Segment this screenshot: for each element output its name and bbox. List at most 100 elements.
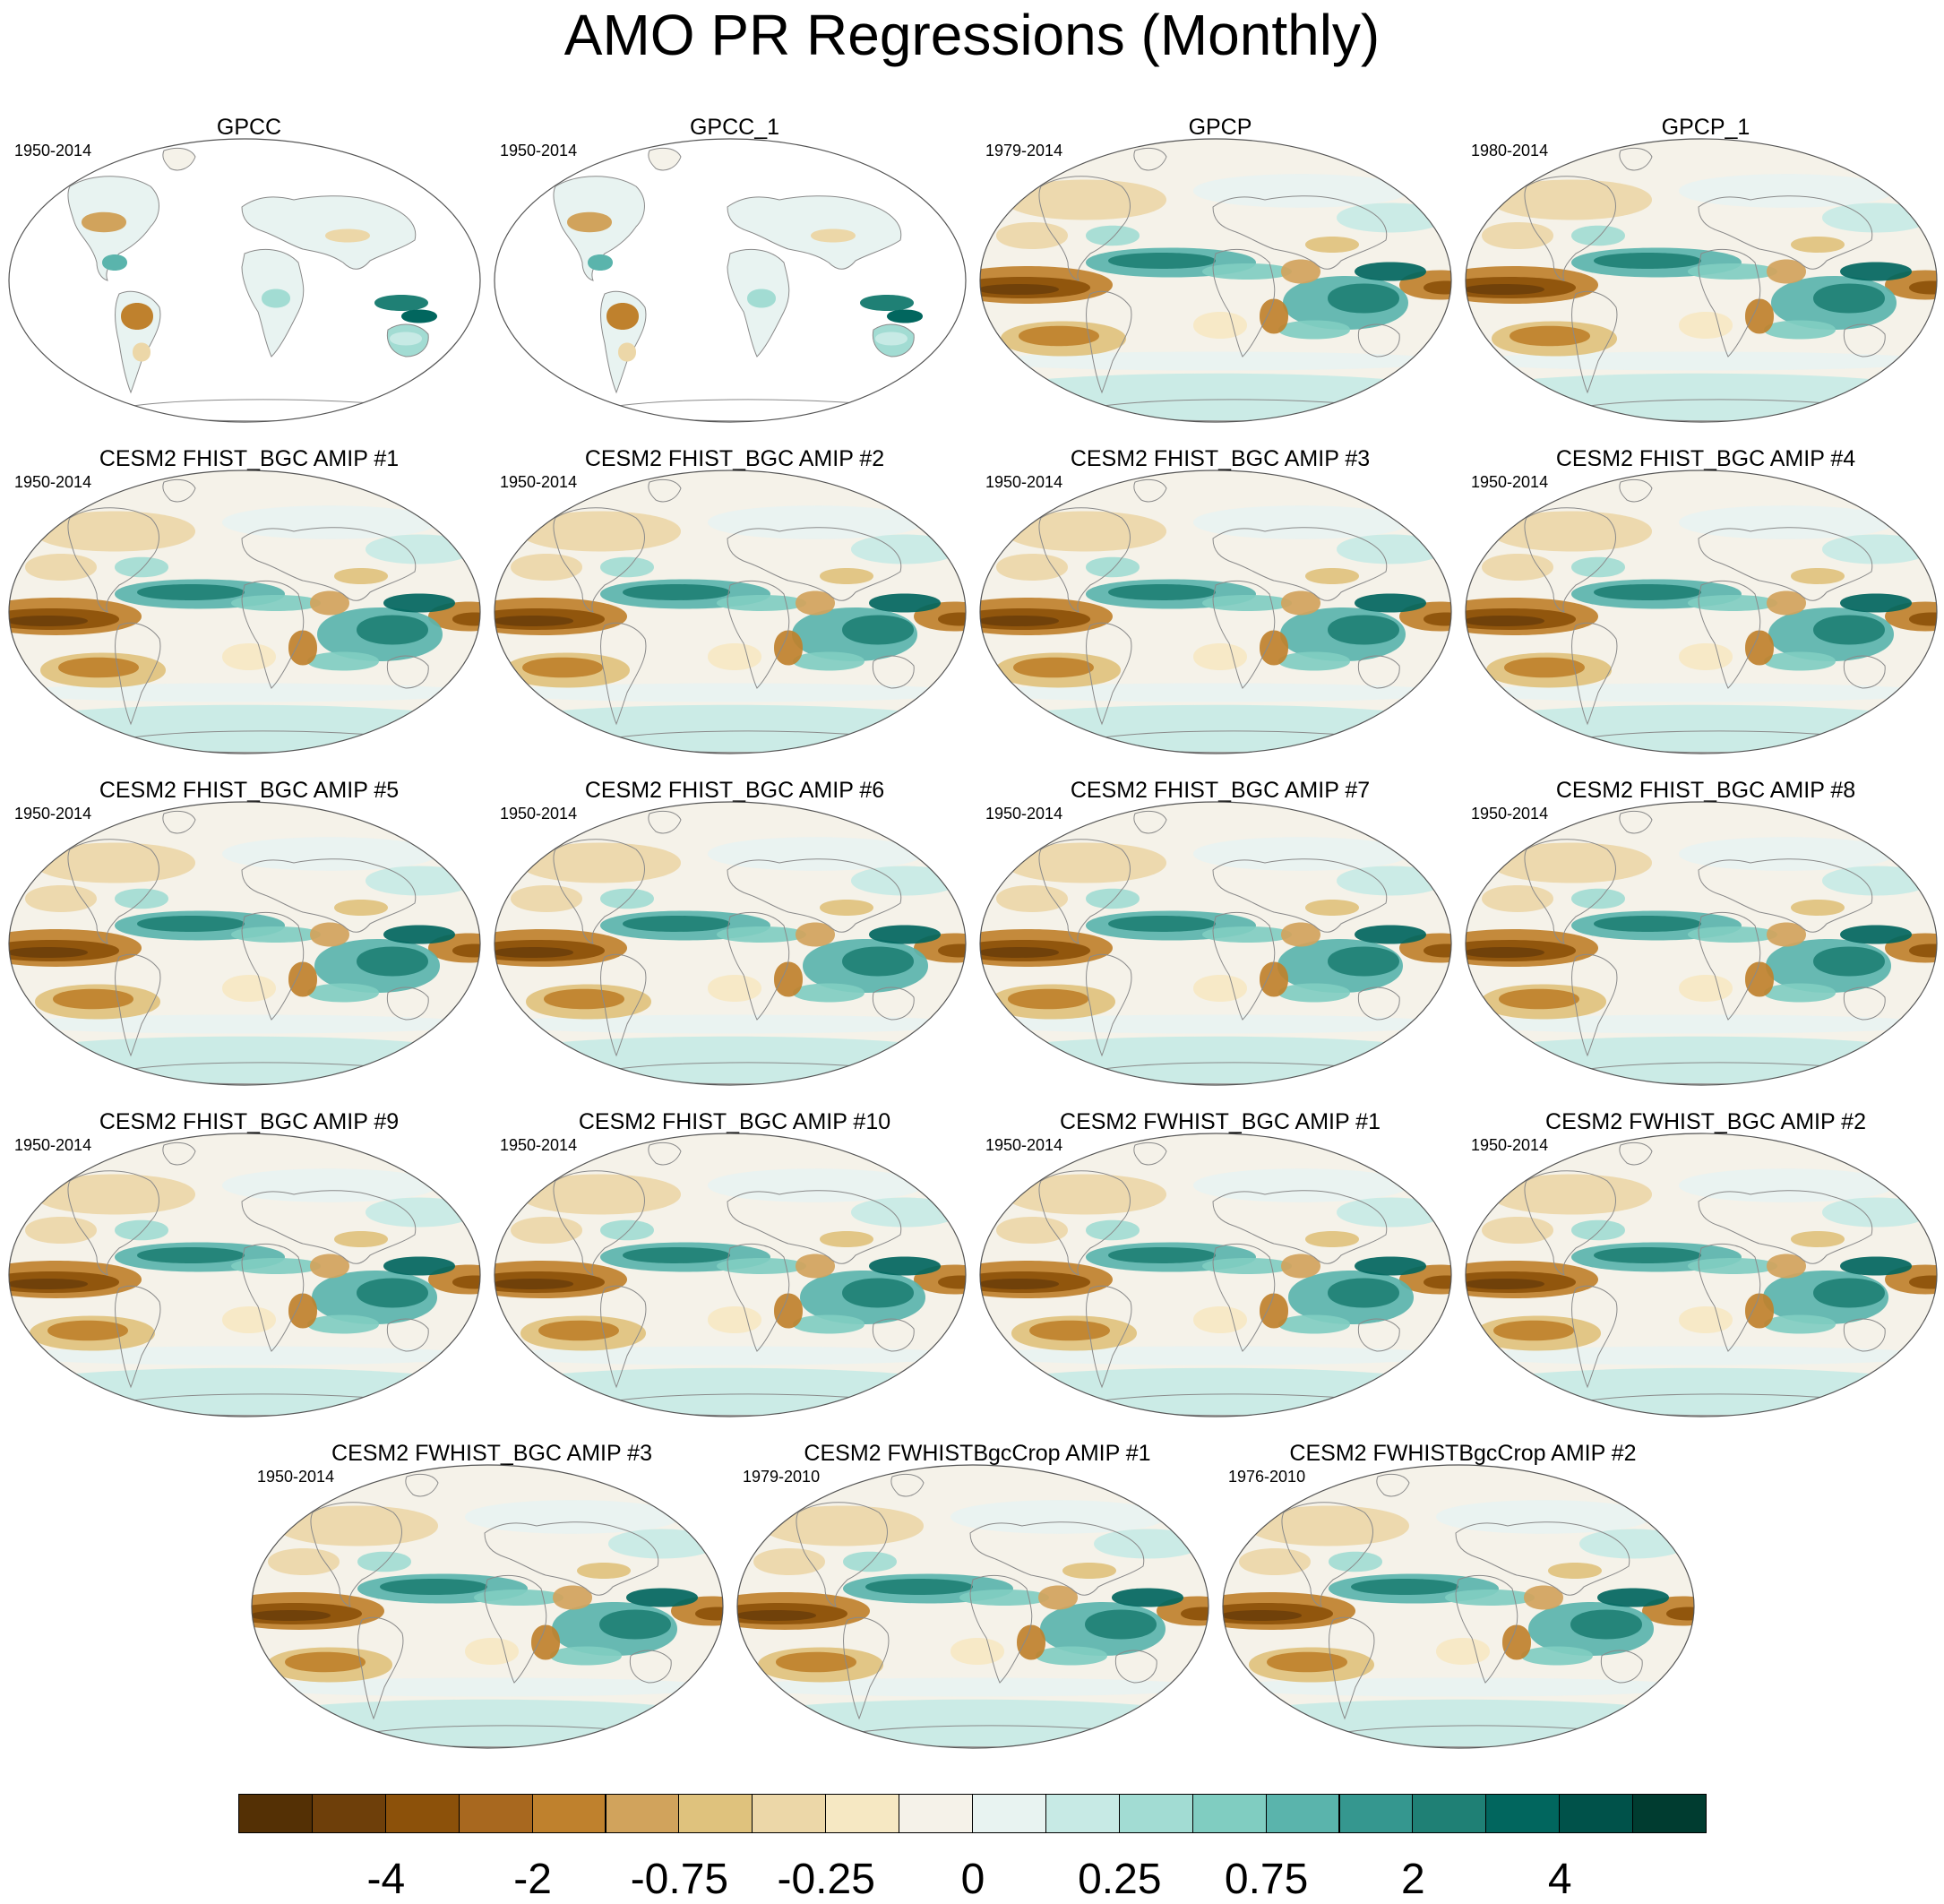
colorbar-box <box>384 1794 460 1833</box>
map-panel: CESM2 FHIST_BGC AMIP #8 1950-2014 <box>1464 778 1944 1087</box>
panel-title: CESM2 FWHIST_BGC AMIP #2 <box>1545 1109 1866 1134</box>
panel-title: CESM2 FHIST_BGC AMIP #9 <box>99 1109 400 1134</box>
panel-period: 1950-2014 <box>985 473 1063 491</box>
colorbar-tick-label: -2 <box>513 1856 552 1903</box>
panel-period: 1950-2014 <box>14 473 92 491</box>
map-panel: CESM2 FHIST_BGC AMIP #4 1950-2014 <box>1464 446 1944 755</box>
panel-title: CESM2 FHIST_BGC AMIP #5 <box>99 778 400 803</box>
panel-title: CESM2 FHIST_BGC AMIP #3 <box>1070 446 1371 471</box>
panel-period: 1950-2014 <box>14 805 92 823</box>
regression-map <box>1465 801 1938 1086</box>
colorbar-box <box>1045 1794 1120 1833</box>
regression-map <box>8 801 481 1086</box>
panel-title: GPCP <box>1188 115 1252 140</box>
colorbar-box <box>238 1794 313 1833</box>
regression-map <box>8 1133 481 1417</box>
panel-title: CESM2 FHIST_BGC AMIP #10 <box>578 1109 891 1134</box>
panel-period: 1950-2014 <box>500 1136 578 1154</box>
map-panel: CESM2 FHIST_BGC AMIP #1 1950-2014 <box>7 446 491 755</box>
map-panel: CESM2 FHIST_BGC AMIP #2 1950-2014 <box>493 446 976 755</box>
regression-map <box>494 470 967 754</box>
regression-map <box>8 470 481 754</box>
regression-map <box>1222 1464 1695 1749</box>
regression-map <box>494 138 967 423</box>
map-panel: CESM2 FHIST_BGC AMIP #7 1950-2014 <box>978 778 1462 1087</box>
colorbar-box <box>1412 1794 1487 1833</box>
colorbar-tick-label: 2 <box>1401 1856 1425 1903</box>
panel-period: 1979-2010 <box>743 1468 821 1486</box>
colorbar-box <box>531 1794 606 1833</box>
panel-title: CESM2 FHIST_BGC AMIP #6 <box>584 778 885 803</box>
colorbar-box <box>311 1794 386 1833</box>
regression-map <box>979 138 1452 423</box>
map-panel: CESM2 FHIST_BGC AMIP #6 1950-2014 <box>493 778 976 1087</box>
panel-period: 1980-2014 <box>1471 142 1549 159</box>
panel-title: CESM2 FWHISTBgcCrop AMIP #1 <box>804 1441 1151 1466</box>
map-panel: GPCC 1950-2014 <box>7 115 491 424</box>
regression-map <box>8 138 481 423</box>
panel-title: GPCC_1 <box>689 115 780 140</box>
colorbar <box>238 1794 1707 1833</box>
panel-period: 1976-2010 <box>1228 1468 1306 1486</box>
map-panel: CESM2 FWHIST_BGC AMIP #2 1950-2014 <box>1464 1109 1944 1418</box>
map-panel: CESM2 FHIST_BGC AMIP #3 1950-2014 <box>978 446 1462 755</box>
regression-map <box>979 470 1452 754</box>
colorbar-box <box>1632 1794 1707 1833</box>
panel-period: 1950-2014 <box>257 1468 335 1486</box>
panel-period: 1950-2014 <box>500 142 578 159</box>
colorbar-tick-label: 0.25 <box>1078 1856 1162 1903</box>
panel-period: 1950-2014 <box>14 142 92 159</box>
map-panel: CESM2 FWHIST_BGC AMIP #1 1950-2014 <box>978 1109 1462 1418</box>
panel-period: 1950-2014 <box>985 1136 1063 1154</box>
panel-title: GPCP_1 <box>1661 115 1750 140</box>
colorbar-box <box>1265 1794 1340 1833</box>
panel-title: CESM2 FHIST_BGC AMIP #8 <box>1555 778 1856 803</box>
map-panel: GPCP 1979-2014 <box>978 115 1462 424</box>
regression-map <box>1465 138 1938 423</box>
colorbar-tick-label: -0.25 <box>777 1856 875 1903</box>
map-panel: GPCP_1 1980-2014 <box>1464 115 1944 424</box>
regression-map <box>1465 470 1938 754</box>
page-title: AMO PR Regressions (Monthly) <box>563 3 1381 67</box>
map-panel: CESM2 FWHISTBgcCrop AMIP #1 1979-2010 <box>735 1441 1219 1750</box>
colorbar-tick-label: 0.75 <box>1224 1856 1309 1903</box>
colorbar-box <box>1118 1794 1193 1833</box>
panel-title: CESM2 FWHISTBgcCrop AMIP #2 <box>1289 1441 1637 1466</box>
map-panel: CESM2 FWHISTBgcCrop AMIP #2 1976-2010 <box>1221 1441 1705 1750</box>
panel-period: 1950-2014 <box>1471 1136 1549 1154</box>
colorbar-box <box>899 1794 973 1833</box>
regression-map <box>251 1464 724 1749</box>
colorbar-box <box>1559 1794 1634 1833</box>
colorbar-box <box>752 1794 827 1833</box>
panel-period: 1950-2014 <box>14 1136 92 1154</box>
colorbar-box <box>1338 1794 1414 1833</box>
panel-title: CESM2 FHIST_BGC AMIP #7 <box>1070 778 1371 803</box>
colorbar-box <box>605 1794 680 1833</box>
map-panel: CESM2 FHIST_BGC AMIP #10 1950-2014 <box>493 1109 976 1418</box>
panel-period: 1950-2014 <box>500 473 578 491</box>
colorbar-box <box>678 1794 753 1833</box>
colorbar-box <box>1485 1794 1561 1833</box>
panel-title: CESM2 FWHIST_BGC AMIP #3 <box>331 1441 652 1466</box>
colorbar-box <box>1191 1794 1267 1833</box>
map-panel: GPCC_1 1950-2014 <box>493 115 976 424</box>
regression-map <box>494 1133 967 1417</box>
colorbar-box <box>825 1794 900 1833</box>
colorbar-tick-label: -4 <box>366 1856 406 1903</box>
colorbar-box <box>458 1794 533 1833</box>
panel-title: GPCC <box>216 115 282 140</box>
panel-period: 1950-2014 <box>1471 805 1549 823</box>
regression-map <box>979 801 1452 1086</box>
panel-title: CESM2 FHIST_BGC AMIP #2 <box>584 446 885 471</box>
map-panel: CESM2 FWHIST_BGC AMIP #3 1950-2014 <box>250 1441 734 1750</box>
colorbar-tick-label: 0 <box>960 1856 985 1903</box>
regression-map <box>736 1464 1209 1749</box>
panel-title: CESM2 FHIST_BGC AMIP #1 <box>99 446 400 471</box>
panel-period: 1950-2014 <box>500 805 578 823</box>
regression-map <box>979 1133 1452 1417</box>
map-panel: CESM2 FHIST_BGC AMIP #5 1950-2014 <box>7 778 491 1087</box>
panel-period: 1979-2014 <box>985 142 1063 159</box>
panel-period: 1950-2014 <box>985 805 1063 823</box>
panel-period: 1950-2014 <box>1471 473 1549 491</box>
panel-title: CESM2 FHIST_BGC AMIP #4 <box>1555 446 1856 471</box>
